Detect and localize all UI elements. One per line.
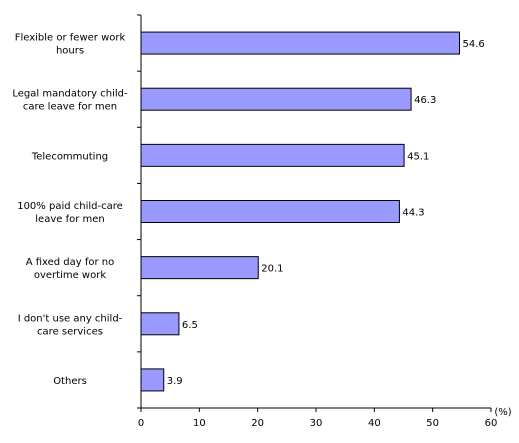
category-label-line: A fixed day for no: [26, 257, 115, 268]
category-labels: Flexible or fewer work hours Legal mandato…: [12, 33, 128, 387]
x-tick-labels: 0 10 20 30 40 50 60: [138, 418, 498, 429]
x-tick-label: 20: [251, 418, 264, 429]
category-label-line: overtime work: [34, 270, 106, 281]
category-label-line: care leave for men: [23, 102, 117, 113]
bar-value-label: 6.5: [182, 320, 198, 331]
category-label-line: Others: [53, 376, 87, 387]
x-tick-label: 50: [426, 418, 439, 429]
bar: [140, 31, 460, 55]
bar-value-label: 44.3: [402, 208, 424, 219]
bar-value-label: 20.1: [261, 264, 283, 275]
category-label-line: care services: [37, 326, 103, 337]
bar: [140, 312, 180, 336]
category-label-line: Telecommuting: [31, 151, 108, 162]
bar-value-label: 45.1: [407, 151, 429, 162]
bar: [140, 256, 259, 280]
category-label: Legal mandatory child-care leave for men: [12, 89, 128, 113]
bar-value-label: 46.3: [414, 95, 436, 106]
unit-label: (%): [494, 407, 511, 418]
bar-value-label: 3.9: [167, 376, 183, 387]
x-tick-label: 60: [485, 418, 498, 429]
category-label-line: I don't use any child-: [18, 313, 123, 324]
bar: [140, 87, 412, 111]
category-label: 100% paid child-care leave for men: [17, 201, 123, 225]
category-label: Flexible or fewer work hours: [15, 33, 126, 57]
category-label-line: Flexible or fewer work: [15, 33, 126, 44]
x-tick-label: 30: [310, 418, 323, 429]
category-label-line: hours: [56, 46, 84, 57]
category-label-line: 100% paid child-care: [17, 201, 123, 212]
category-label: Others: [53, 376, 87, 387]
bar: [140, 368, 165, 392]
chart-bars: 54.6 46.3 45.1 44.3 20.1 6.5 3.9: [140, 31, 485, 392]
bar: [140, 143, 405, 167]
category-label: I don't use any child-care services: [18, 313, 123, 337]
x-tick-label: 0: [138, 418, 144, 429]
category-label: A fixed day for no overtime work: [26, 257, 115, 281]
category-label: Telecommuting: [31, 151, 108, 162]
category-label-line: leave for men: [35, 214, 104, 225]
x-tick-label: 40: [368, 418, 381, 429]
category-label-line: Legal mandatory child-: [12, 89, 128, 100]
bar: [140, 200, 400, 223]
bar-value-label: 54.6: [463, 39, 485, 50]
x-tick-label: 10: [193, 418, 206, 429]
